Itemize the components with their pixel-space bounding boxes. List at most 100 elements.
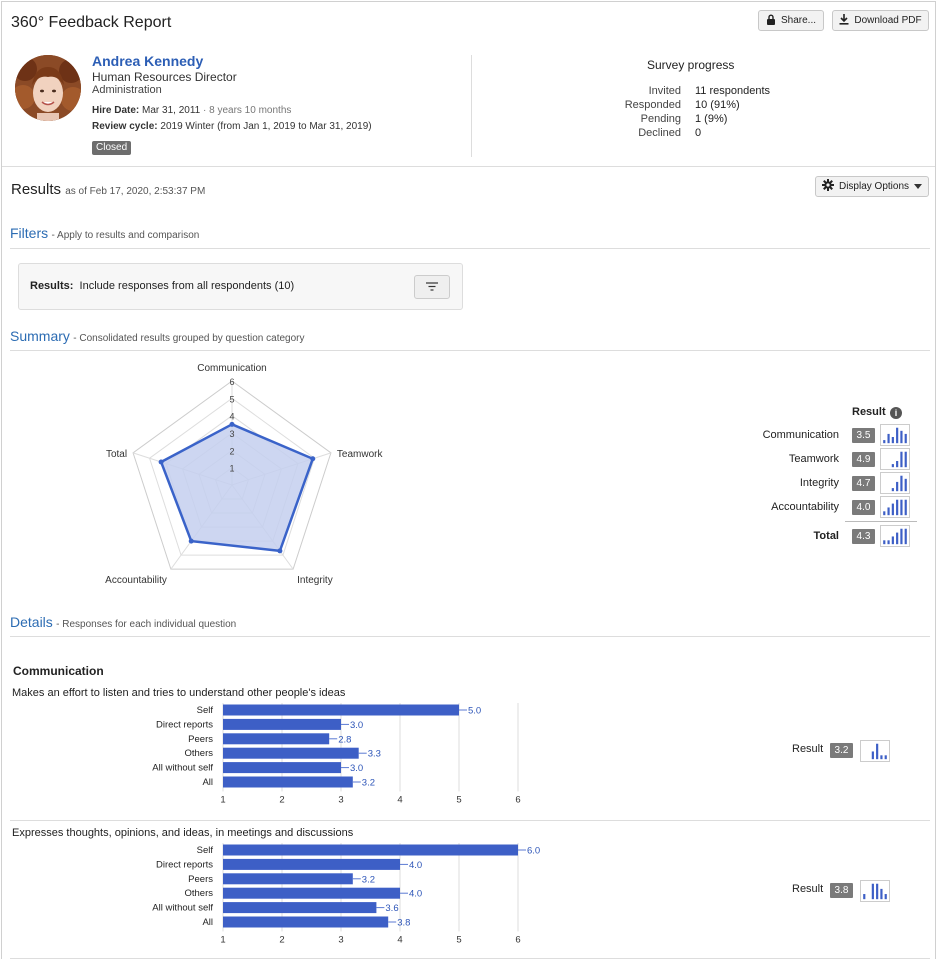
sparkline-bar [896, 499, 899, 516]
divider [10, 958, 930, 959]
filter-panel: Results: Include responses from all resp… [18, 263, 463, 310]
sparkline-bar [891, 488, 894, 492]
review-cycle: Review cycle: 2019 Winter (from Jan 1, 2… [92, 121, 372, 132]
survey-progress-title: Survey progress [647, 58, 735, 72]
sparkline-bar [896, 461, 899, 468]
summary-subtitle: - Consolidated results grouped by questi… [73, 333, 305, 344]
sparkline-bar [883, 440, 886, 444]
data-label: 3.8 [397, 918, 410, 929]
sparkline-bar [887, 433, 890, 444]
distribution-sparkline [880, 496, 910, 518]
summary-total-label: Total [813, 530, 839, 542]
employee-name[interactable]: Andrea Kennedy [92, 53, 204, 69]
radar-tick-label: 5 [229, 394, 234, 404]
radar-axis-label: Total [106, 449, 127, 460]
question-title: Expresses thoughts, opinions, and ideas,… [12, 827, 354, 839]
caret-down-icon [914, 181, 923, 192]
distribution-sparkline [880, 525, 910, 547]
summary-row: Integrity 4.7 [702, 472, 912, 494]
question-result-score: 3.2 [830, 743, 853, 758]
display-options-label: Display Options [838, 181, 910, 192]
radar-grid-ring [132, 380, 332, 570]
radar-point [158, 459, 164, 465]
x-tick-label: 2 [279, 794, 284, 805]
sparkline-bar [880, 755, 883, 760]
radar-tick-label: 2 [229, 446, 234, 456]
filter-results-label: Results: [30, 280, 74, 292]
data-label: 3.2 [362, 778, 375, 789]
progress-value: 10 (91%) [695, 99, 740, 111]
divider [845, 521, 917, 522]
summary-total-score: 4.3 [852, 529, 875, 544]
sparkline-bar [900, 475, 903, 492]
summary-category-label: Integrity [799, 477, 839, 489]
x-tick-label: 1 [220, 934, 225, 945]
data-label: 3.2 [362, 874, 375, 885]
category-label: All [202, 777, 213, 788]
sparkline-bar [883, 540, 886, 545]
filter-button[interactable] [414, 275, 450, 299]
details-title: Details [10, 614, 53, 630]
bar [223, 718, 341, 730]
radar-chart: 1 2 3 4 5 6 Communication Teamwork Integrity Acco… [105, 363, 384, 586]
question-result-label: Result [792, 743, 824, 755]
gear-icon [821, 179, 834, 194]
sparkline-bar [876, 883, 879, 900]
category-label: All [202, 917, 213, 928]
share-button[interactable]: Share... [758, 10, 824, 31]
summary-heading: Summary - Consolidated results grouped b… [10, 328, 305, 344]
category-label: Self [197, 705, 214, 716]
summary-row: Accountability 4.0 [702, 496, 912, 518]
lock-icon [766, 14, 776, 28]
summary-total-row: Total 4.3 [702, 525, 912, 547]
bar [223, 873, 353, 885]
question-title: Makes an effort to listen and tries to u… [12, 687, 346, 699]
question-bar-chart: 1 2 3 4 5 6 Self 5.0 Direct reports 3.0 Peers 2.8 Ot… [152, 703, 521, 805]
radar-tick-label: 4 [229, 412, 234, 422]
sparkline-bar [896, 481, 899, 492]
department: Administration [92, 84, 162, 96]
summary-category-label: Teamwork [788, 453, 839, 465]
progress-label: Responded [624, 99, 681, 111]
question-result: Result 3.2 [792, 740, 892, 763]
summary-row: Teamwork 4.9 [702, 448, 912, 470]
filters-title: Filters [10, 225, 49, 241]
bar [223, 776, 353, 788]
category-label: Others [184, 748, 213, 759]
data-label: 5.0 [468, 706, 481, 717]
hire-date: Hire Date: Mar 31, 2011 · 8 years 10 mon… [92, 105, 291, 116]
x-tick-label: 6 [515, 934, 520, 945]
distribution-sparkline [860, 880, 890, 902]
radar-point [310, 456, 316, 462]
sparkline-bar [900, 430, 903, 444]
radar-tick-label: 6 [229, 377, 234, 387]
divider [10, 350, 930, 351]
hire-date-label: Hire Date: [92, 105, 140, 116]
radar-series-area [159, 422, 315, 553]
radar-axis-label: Communication [197, 363, 266, 374]
radar-axis-label: Teamwork [337, 449, 384, 460]
filter-summary: Results: Include responses from all resp… [30, 280, 294, 292]
download-pdf-button[interactable]: Download PDF [832, 10, 929, 31]
divider [471, 55, 472, 157]
review-cycle-label: Review cycle: [92, 121, 158, 132]
results-heading: Results [11, 181, 62, 198]
distribution-sparkline [880, 448, 910, 470]
share-label: Share... [780, 15, 817, 26]
category-label: Direct reports [156, 719, 213, 730]
summary-category-label: Communication [762, 429, 839, 441]
sparkline-bar [896, 427, 899, 444]
bar [223, 916, 389, 928]
sparkline-bar [904, 433, 907, 444]
radar-tick-label: 1 [229, 464, 234, 474]
data-label: 4.0 [409, 860, 422, 871]
sparkline-bar [863, 894, 866, 900]
radar-point [188, 538, 194, 544]
category-label: Direct reports [156, 859, 213, 870]
sparkline-bar [884, 755, 887, 760]
report-title: 360° Feedback Report [11, 14, 172, 31]
display-options-button[interactable]: Display Options [815, 176, 929, 197]
info-icon[interactable]: i [890, 407, 902, 419]
divider [2, 166, 935, 167]
progress-label: Invited [648, 85, 681, 97]
